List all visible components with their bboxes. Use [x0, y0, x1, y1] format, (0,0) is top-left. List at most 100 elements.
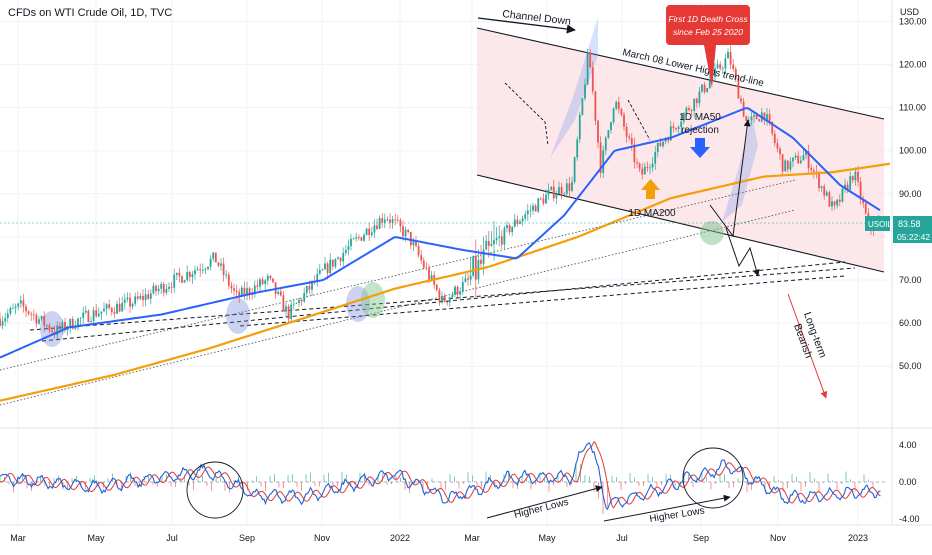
candle-body: [178, 272, 181, 277]
candle-body: [363, 235, 365, 241]
bounce-ellipse-4: [361, 282, 385, 318]
candle-body: [253, 285, 256, 295]
candle-body: [365, 228, 368, 236]
oscillator-histogram: [0, 463, 878, 515]
candle-body: [420, 255, 423, 261]
x-tick-label: Jul: [166, 533, 178, 543]
candle-body: [740, 98, 742, 102]
candle-body: [266, 275, 269, 281]
price-tag-countdown: 05:22:42: [897, 232, 930, 242]
candle-body: [194, 270, 196, 275]
candle-body: [438, 290, 441, 302]
candle-body: [768, 114, 771, 122]
candle-body: [503, 228, 506, 245]
candle-body: [407, 229, 410, 232]
candle-body: [38, 319, 40, 324]
price-tag-symbol: USOIL: [868, 220, 893, 229]
candle-body: [165, 288, 168, 293]
candle-body: [246, 288, 248, 296]
candle-body: [727, 52, 729, 59]
candle-body: [799, 160, 802, 164]
candle-body: [779, 148, 781, 155]
candle-body: [66, 327, 69, 331]
candle-body: [542, 198, 545, 204]
candle-body: [77, 318, 79, 328]
candle-body: [506, 225, 508, 229]
candle-body: [373, 225, 376, 233]
bullish-projection-arrow: [709, 119, 751, 238]
candle-body: [591, 67, 594, 92]
candle-body: [786, 160, 789, 170]
candle-body: [123, 299, 126, 303]
candle-body: [256, 285, 259, 287]
candle-body: [526, 210, 529, 215]
candle-body: [1, 321, 4, 326]
candle-body: [617, 101, 620, 109]
candle-body: [435, 284, 438, 291]
candle-body: [828, 192, 831, 207]
chart-title: CFDs on WTI Crude Oil, 1D, TVC: [8, 7, 173, 19]
candle-body: [664, 138, 667, 142]
candle-body: [841, 188, 844, 202]
candle-body: [672, 126, 675, 129]
osc-tick-label: -4.00: [899, 514, 920, 524]
candle-body: [797, 155, 800, 164]
price-tag-price: 83.58: [898, 219, 921, 229]
y-tick-label: 110.00: [899, 103, 926, 113]
candle-body: [662, 141, 664, 147]
bounce-ellipse-5: [700, 221, 724, 245]
candle-body: [175, 272, 178, 275]
candle-body: [235, 290, 238, 292]
candle-body: [820, 186, 823, 189]
candle-body: [188, 271, 191, 278]
candle-body: [607, 130, 610, 138]
death-cross-text-1: First 1D Death Cross: [668, 14, 748, 24]
ma50-rejection-label-1: 1D MA50: [679, 112, 721, 123]
candle-body: [383, 219, 386, 223]
candle-body: [537, 198, 540, 212]
candle-body: [789, 161, 792, 170]
candle-body: [243, 287, 246, 296]
candle-body: [84, 310, 87, 313]
candle-body: [446, 301, 449, 303]
candle-body: [285, 306, 287, 312]
candle-body: [149, 293, 152, 299]
bounce-ellipse-2: [226, 298, 250, 334]
candle-body: [230, 285, 233, 289]
osc-tick-label: 4.00: [899, 440, 917, 450]
candle-body: [708, 80, 711, 89]
candle-body: [456, 286, 459, 295]
candle-body: [360, 237, 363, 241]
osc-circle-2: [682, 447, 744, 509]
osc-tick-label: 0.00: [899, 477, 917, 487]
candle-body: [851, 176, 854, 181]
candle-body: [636, 162, 638, 164]
candle-body: [30, 313, 33, 315]
candle-body: [428, 268, 430, 280]
candle-body: [279, 291, 282, 296]
candle-body: [474, 256, 477, 280]
current-price-tag[interactable]: USOIL 83.58 05:22:42: [0, 216, 932, 243]
candle-body: [451, 294, 454, 298]
candle-body: [823, 186, 826, 196]
candle-body: [212, 252, 215, 259]
y-tick-label: 100.00: [899, 146, 927, 156]
candle-body: [633, 144, 636, 163]
candle-body: [222, 263, 225, 275]
bars-pattern-2: [722, 115, 758, 222]
dashed-support-line-1: [41, 261, 846, 342]
candle-body: [261, 279, 264, 285]
candle-body: [680, 121, 683, 127]
candle-body: [781, 154, 784, 172]
candle-body: [685, 107, 688, 114]
dashed-support-line-3: [239, 275, 846, 327]
candle-body: [844, 184, 846, 189]
y-tick-label: 50.00: [899, 361, 922, 371]
candle-body: [368, 228, 371, 235]
candle-body: [64, 321, 66, 331]
candle-body: [61, 321, 64, 330]
wave-guide-2: [627, 99, 651, 141]
candle-body: [610, 122, 612, 131]
candle-body: [623, 114, 625, 127]
